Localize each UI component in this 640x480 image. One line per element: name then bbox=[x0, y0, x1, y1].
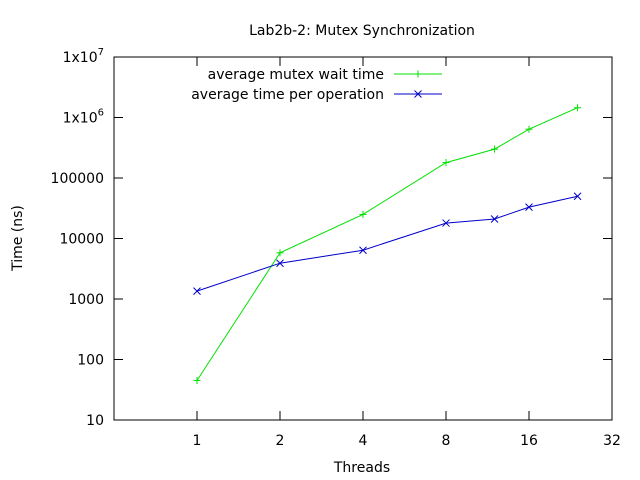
y-tick-label: 1x106 bbox=[63, 108, 104, 127]
legend-label: average mutex wait time bbox=[208, 67, 384, 83]
series-layer bbox=[193, 104, 582, 384]
y-tick-label: 10000 bbox=[59, 232, 104, 248]
data-point bbox=[573, 192, 582, 201]
legend-swatch-marker bbox=[414, 90, 422, 98]
x-tick-label: 32 bbox=[603, 433, 621, 449]
data-point bbox=[525, 203, 533, 211]
x-tick-label: 2 bbox=[276, 433, 285, 449]
data-point bbox=[359, 210, 367, 218]
data-point bbox=[276, 259, 284, 268]
data-point bbox=[193, 287, 201, 295]
x-tick-label: 8 bbox=[442, 433, 451, 449]
data-point bbox=[442, 159, 450, 167]
x-axis-label: Threads bbox=[333, 460, 390, 476]
chart-title: Lab2b-2: Mutex Synchronization bbox=[249, 23, 475, 39]
y-tick-label: 100000 bbox=[51, 171, 104, 187]
y-tick-label: 100 bbox=[77, 353, 104, 369]
y-tick-label: 10 bbox=[86, 413, 104, 429]
y-tick-label: 1000 bbox=[68, 292, 104, 308]
data-point bbox=[359, 246, 367, 255]
x-axis: 1 2 4 8 16 32 bbox=[193, 57, 621, 449]
data-point bbox=[491, 145, 499, 153]
data-point bbox=[574, 104, 582, 112]
series-line-1 bbox=[196, 107, 578, 381]
data-point bbox=[525, 125, 533, 133]
y-tick-label: 1x107 bbox=[63, 47, 104, 66]
legend-label: average time per operation bbox=[191, 87, 384, 103]
x-tick-label: 16 bbox=[520, 433, 538, 449]
data-point bbox=[490, 215, 499, 223]
data-point bbox=[442, 219, 450, 227]
x-tick-label: 4 bbox=[359, 433, 368, 449]
y-axis-label: Time (ns) bbox=[10, 205, 26, 272]
y-axis: 10 100 1000 10000 100000 1x106 1x107 bbox=[51, 47, 612, 429]
plot-area-frame bbox=[113, 56, 613, 421]
series-line-2 bbox=[196, 195, 578, 292]
data-point bbox=[276, 249, 284, 257]
data-point bbox=[193, 376, 201, 384]
x-tick-label: 1 bbox=[193, 433, 202, 449]
legend: average mutex wait time average time per … bbox=[191, 67, 442, 103]
legend-swatch-marker bbox=[414, 70, 422, 78]
